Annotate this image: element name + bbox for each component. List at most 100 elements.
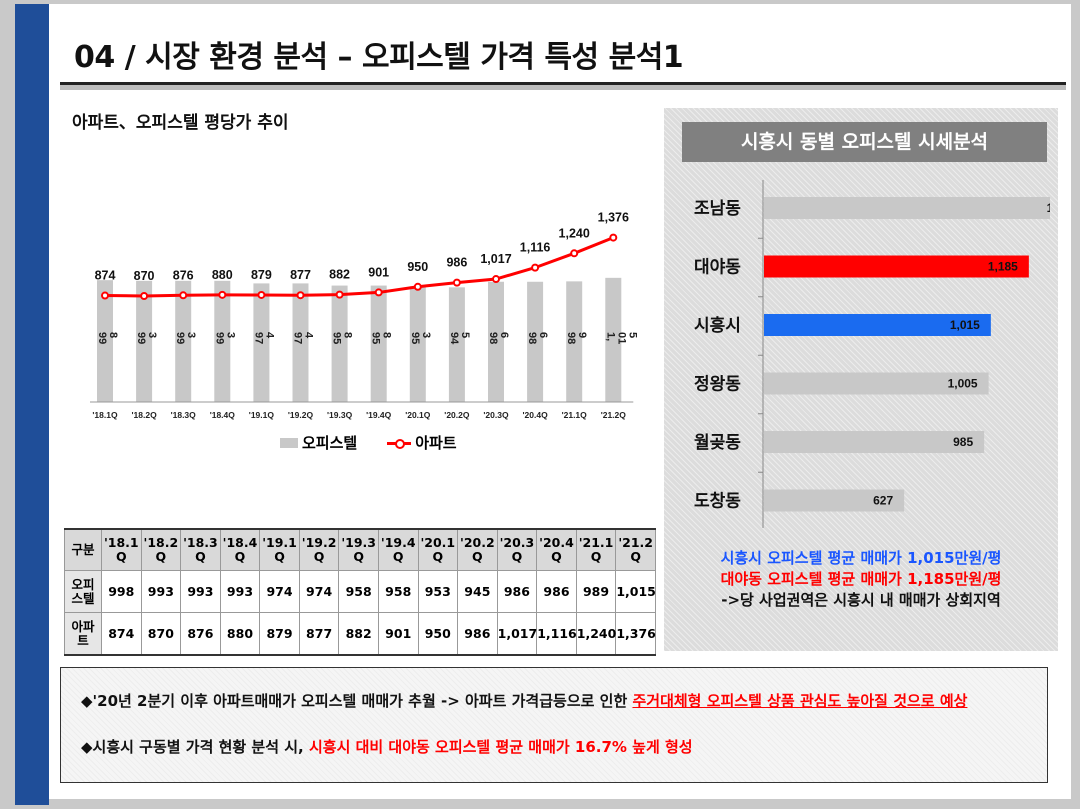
row-label-text: 스텔: [71, 590, 95, 606]
page-title: 04 / 시장 환경 분석 – 오피스텔 가격 특성 분석1: [74, 40, 684, 75]
officetel-bar-label: 9: [576, 332, 588, 338]
summary-box: ◆'20년 2분기 이후 아파트매매가 오피스텔 매매가 추월 -> 아파트 가…: [60, 667, 1048, 783]
district-label: 정왕동: [694, 375, 741, 395]
officetel-bar-label: 6: [537, 332, 549, 338]
summary-line-1-text: ◆'20년 2분기 이후 아파트매매가 오피스텔 매매가 추월 -> 아파트 가…: [81, 692, 633, 710]
officetel-bar-label: 94: [448, 332, 460, 345]
district-bar: [764, 314, 991, 336]
table-cell: 950: [417, 612, 459, 656]
column-header-text: '19.4: [380, 535, 416, 550]
table-cell: 1,116: [536, 612, 577, 656]
officetel-bar-label: 99: [213, 332, 225, 344]
table-cell: 874: [101, 612, 142, 656]
officetel-bar: [331, 285, 348, 402]
officetel-bar-label: 98: [487, 332, 499, 344]
table-column-header: '19.1 Q: [259, 528, 300, 571]
officetel-bar: [292, 283, 309, 402]
column-header-text: '18.4: [222, 535, 258, 550]
apartment-data-label: 1,376: [598, 211, 629, 225]
x-tick-label: '19.1Q: [249, 410, 275, 420]
table-header-label: 구분: [64, 528, 102, 571]
officetel-bar: [136, 280, 153, 402]
summary-line-2-highlight: 시흥시 대비 대야동 오피스텔 평균 매매가 16.7% 높게 형성: [308, 738, 693, 756]
officetel-bar: [253, 283, 270, 402]
column-header-text: '21.1: [578, 535, 614, 550]
apartment-point: [296, 291, 305, 300]
apartment-point: [609, 233, 618, 242]
officetel-bar: [97, 280, 113, 402]
officetel-bar: [409, 286, 426, 402]
apartment-point: [257, 290, 266, 299]
apartment-data-label: 877: [290, 268, 311, 282]
officetel-bar-label: 99: [96, 332, 108, 344]
district-value-label: 1,185: [988, 260, 1018, 274]
column-header-text: Q: [353, 549, 364, 564]
column-header-text: '20.4: [539, 535, 574, 550]
apartment-data-label: 1,240: [559, 226, 590, 240]
left-accent-bar: [15, 4, 49, 805]
apartment-point: [492, 275, 500, 284]
district-value-label: 627: [873, 494, 893, 508]
table-cell: 879: [259, 612, 300, 656]
officetel-bar-label: 95: [409, 332, 421, 344]
column-header-text: Q: [472, 549, 483, 564]
officetel-bar: [488, 281, 504, 402]
note-siheung: 시흥시 오피스텔 평균 매매가 1,015만원/평: [720, 549, 1002, 567]
district-value-label: 1,015: [950, 318, 980, 332]
apartment-data-label: 870: [134, 269, 155, 283]
district-label: 대야동: [694, 258, 741, 278]
apartment-data-label: 880: [212, 268, 233, 282]
table-row: 아파 트 874 870 876 880 879 877 882 901 950 986 1,017 1,…: [64, 612, 656, 656]
table-cell: 901: [377, 612, 419, 656]
table-cell: 945: [457, 570, 498, 613]
row-label-text: 트: [77, 632, 89, 648]
table-cell: 877: [298, 612, 340, 656]
apartment-point: [179, 291, 188, 300]
column-header-text: Q: [590, 549, 602, 564]
officetel-bar-label: 8: [342, 332, 354, 338]
legend-officetel-label: 오피스텔: [302, 434, 358, 452]
apartment-data-label: 901: [368, 265, 389, 279]
district-bar: [764, 197, 1050, 219]
column-header-text: '18.3: [183, 535, 218, 550]
summary-line-2: ◆시흥시 구동별 가격 현황 분석 시, 시흥시 대비 대야동 오피스텔 평균 …: [81, 738, 693, 757]
x-tick-label: '18.4Q: [210, 410, 236, 420]
table-cell: 993: [140, 570, 182, 613]
table-header-row: 구분 '18.1 Q '18.2 Q '18.3 Q '18.4 Q '19.1 Q '19.2 Q '…: [64, 528, 656, 571]
column-header-text: '20.1: [420, 535, 456, 550]
row-label-text: 오피: [71, 576, 95, 592]
officetel-bar-label: 6: [498, 332, 510, 338]
x-tick-label: '18.1Q: [92, 410, 118, 420]
apartment-data-label: 1,017: [480, 252, 511, 266]
district-bar: [764, 489, 905, 512]
title-shadow-rule: [60, 85, 1066, 90]
table-cell: 870: [140, 612, 182, 656]
officetel-bar: [214, 280, 231, 402]
table-cell: 1,376: [615, 612, 656, 656]
price-data-table: 구분 '18.1 Q '18.2 Q '18.3 Q '18.4 Q '19.1 Q '19.2 Q '…: [64, 528, 656, 656]
table-column-header: '19.3 Q: [338, 528, 379, 571]
table-column-header: '21.2 Q: [615, 528, 656, 571]
officetel-bar-label: 8: [107, 332, 119, 338]
column-header-text: Q: [115, 549, 127, 564]
apartment-line: [104, 236, 614, 298]
note-conclusion: ->당 사업권역은 시흥시 내 매매가 상회지역: [721, 591, 1001, 609]
apartment-point: [374, 288, 383, 297]
officetel-bar-label: 4: [263, 332, 275, 339]
table-cell: 958: [377, 570, 419, 613]
officetel-bar: [527, 281, 544, 402]
column-header-text: '19.2: [301, 535, 337, 550]
officetel-bar-label: 01: [615, 332, 627, 344]
officetel-bar-label: 99: [135, 332, 147, 344]
x-tick-label: '20.1Q: [405, 410, 431, 420]
officetel-bar-label: 5: [459, 332, 471, 338]
column-header-text: '20.2: [460, 535, 495, 550]
officetel-bar-label: 3: [146, 332, 158, 338]
column-header-text: Q: [551, 549, 562, 564]
table-cell: 993: [180, 570, 221, 613]
district-price-chart: 조남동 1,448 대야동 1,185 시흥시 1,015 정왕동 1,005 월곶동 985 도창…: [694, 180, 1050, 528]
apartment-data-label: 882: [329, 268, 350, 282]
row-label-text: 아파: [71, 618, 95, 634]
table-cell: 986: [536, 570, 577, 613]
apartment-point: [452, 278, 461, 287]
